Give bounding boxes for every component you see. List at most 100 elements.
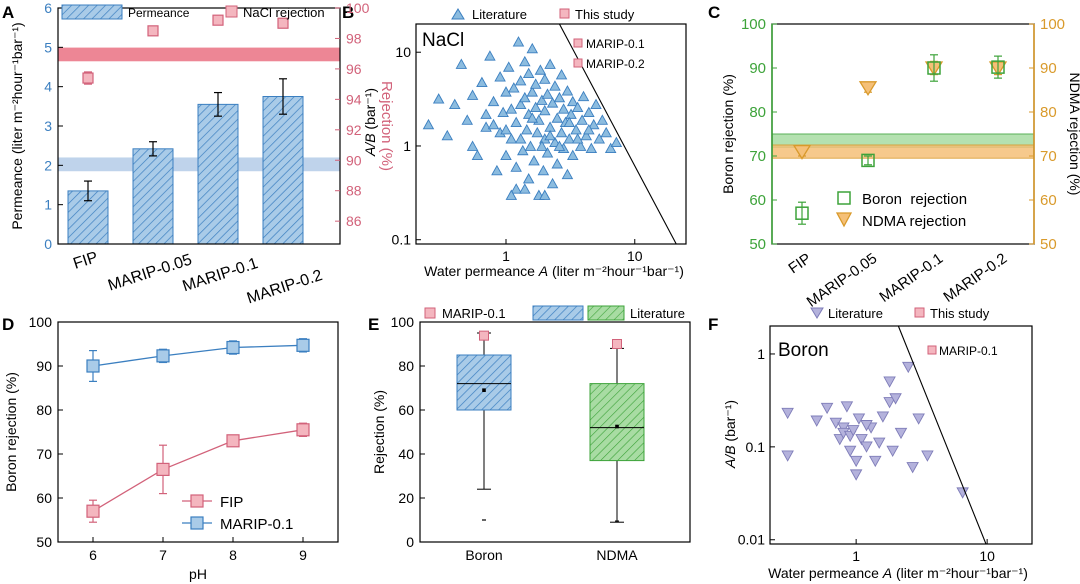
literature-point-40 [529,101,542,113]
literature-point-26 [512,36,525,47]
literature-point-20 [505,133,518,144]
panel-d-xlabel: pH [189,566,207,582]
ndma-marker-1 [858,81,878,97]
f-literature-point-8 [840,401,854,413]
panel-letter-f: F [708,315,718,334]
literature-point-32 [521,124,533,135]
panel-f-tag: Boron [778,340,829,361]
panel-c-ytick-label-2: 70 [749,148,766,165]
ndma-marker-0 [792,144,812,160]
literature-point-31 [519,55,531,67]
panel-f-ytick-label-1: 0.1 [746,439,766,455]
panel-d-ytick-label-5: 100 [29,314,53,330]
panel-a-marks [58,14,340,245]
panel-b-frame [415,23,687,245]
panel-a-category-1: MARIP-0.05 [106,251,194,294]
box-study-marker-1 [612,339,622,349]
legend-thisstudy-label: This study [575,7,635,22]
literature-point-23 [510,183,522,194]
panel-c-category-3: MARIP-0.2 [940,250,1010,306]
literature-point-4 [455,58,468,69]
panel-a-ytick-label-5: 5 [44,39,52,55]
panel-a-ytick-label-4: 4 [44,79,52,95]
literature-point-41 [529,78,542,89]
literature-point-18 [500,86,512,97]
literature-point-15 [494,71,506,82]
panel-f-ylabel-post: (bar⁻¹) [722,400,738,446]
literature-point-72 [566,95,579,107]
literature-point-11 [484,50,496,61]
literature-point-99 [505,189,518,200]
literature-point-82 [590,98,602,109]
legend-permeance-label: Permeance [128,6,190,20]
panel-e-ylabel: Rejection (%) [371,390,387,474]
f-literature-point-14 [852,413,866,425]
panel-d-line-0 [92,429,304,512]
literature-point-45 [534,64,547,75]
panel-e-category-1: NDMA [596,547,638,563]
panel-d-marker-1-1 [156,349,170,363]
panel-a-y2tick-label-6: 98 [346,30,362,46]
literature-point-39 [528,155,540,166]
box-study-marker-0 [479,330,489,341]
literature-point-80 [585,142,598,154]
literature-point-49 [538,104,551,116]
panel-f-marks [781,325,987,545]
panel-a-ytick-label-2: 2 [44,157,52,173]
panel-d-marker-0-3 [296,423,310,437]
legend-fip-label: FIP [220,494,243,511]
legend-literature-marker [451,8,465,20]
permeance-bar-2 [197,103,239,245]
literature-point-94 [544,129,556,141]
legend-marip01-marker [424,307,436,319]
panel-f-ylabel: A/B (bar⁻¹) [722,400,738,469]
panel-b-tag: NaCl [422,30,464,51]
panel-a-y2tick-label-3: 92 [346,122,362,138]
f-marip-01-label: MARIP-0.1 [939,344,998,358]
panel-letter-d: D [2,315,14,334]
panel-b-ylabel-post: (bar⁻¹) [362,88,378,134]
literature-point-42 [531,126,544,138]
literature-point-2 [441,129,454,141]
f-literature-point-2 [810,415,823,427]
panel-b-xtick-label-1: 10 [627,248,643,264]
box-body-0 [456,354,512,411]
f-literature-point-11 [846,425,860,437]
literature-point-24 [510,161,522,172]
panel-f-xlabel-pre: Water permeance [768,565,883,581]
literature-point-74 [571,101,584,113]
panel-e-frame [419,321,691,543]
legend-fip-marker [190,494,204,508]
panel-a-y2tick-label-2: 90 [346,152,362,168]
literature-point-79 [583,106,595,118]
panel-a-band-1 [58,47,340,62]
panel-c-ylabel: Boron rejection (%) [720,74,736,194]
panel-d-ytick-label-3: 80 [36,402,52,418]
panel-c-ytick-label-0: 50 [749,236,766,253]
panel-c-y2tick-label-2: 70 [1040,148,1057,165]
boron-marker-3 [991,60,1005,74]
panel-d-frame [57,321,339,543]
literature-point-92 [526,112,539,123]
panel-c-y2tick-label-3: 80 [1040,104,1057,121]
literature-point-21 [505,103,518,114]
literature-point-76 [576,114,588,125]
panel-f-xlabel-post: (liter m⁻²hour⁻¹bar⁻¹) [892,565,1028,581]
legend-ndma-label: NDMA rejection [862,213,966,230]
panel-a-y2tick-label-7: 100 [346,0,370,16]
literature-point-100 [519,183,531,194]
box-mean-0 [482,388,486,392]
panel-b-xlabel-pre: Water permeance [424,263,539,279]
box-body-1 [589,383,645,462]
literature-point-95 [553,140,566,151]
literature-point-50 [538,73,551,84]
panel-b-ytick-label-0: 0.1 [392,232,412,248]
panel-a-category-0: FIP [71,249,100,273]
panel-d-marker-0-2 [226,434,240,448]
panel-f-xtick-label-1: 10 [979,548,995,564]
panel-d-ytick-label-4: 90 [36,358,52,374]
literature-point-58 [549,80,561,91]
literature-point-70 [565,108,577,119]
panel-c-category-2: MARIP-0.1 [876,250,946,306]
panel-f-xlabel: Water permeance A (liter m⁻²hour⁻¹bar⁻¹) [768,565,1028,581]
